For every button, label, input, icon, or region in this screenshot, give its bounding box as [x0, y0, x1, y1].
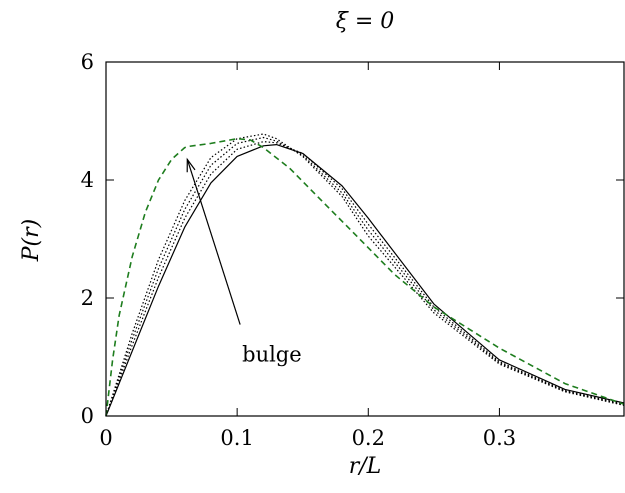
tick-labels: 0 0.1 0.2 0.3 0 2 4 6: [81, 50, 516, 450]
y-tick-label: 0: [81, 404, 94, 428]
y-axis-label: P(r): [19, 219, 44, 263]
annotation-arrowhead: [186, 157, 196, 173]
y-tick-label: 6: [81, 50, 94, 74]
plot-area: [105, 61, 625, 417]
y-tick-label: 2: [81, 286, 94, 310]
x-axis-label: r/L: [349, 454, 382, 479]
x-tick-label: 0.1: [220, 426, 253, 450]
series-line-5: [105, 137, 625, 417]
x-tick-label: 0: [99, 426, 112, 450]
x-tick-label: 0.3: [483, 426, 516, 450]
series-line-3: [105, 136, 625, 417]
series-line-4: [105, 133, 625, 417]
plot-frame: [105, 61, 625, 417]
x-tick-label: 0.2: [352, 426, 385, 450]
annotation-label: bulge: [242, 343, 302, 367]
series-line-1: [105, 144, 625, 417]
y-tick-label: 4: [81, 168, 94, 192]
axis-ticks: [105, 61, 624, 417]
chart-title: ξ = 0: [336, 9, 395, 34]
series-line-2: [105, 141, 625, 417]
annotations: bulge: [186, 157, 302, 367]
annotation-arrow-line: [186, 159, 241, 325]
